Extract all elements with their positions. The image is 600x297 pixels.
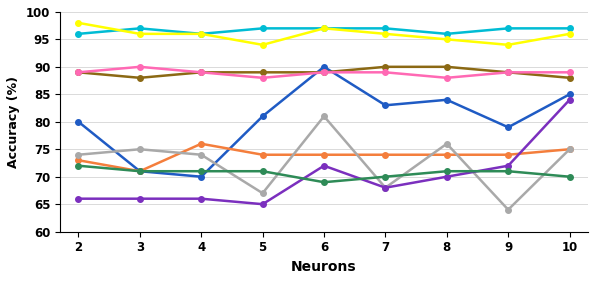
D6 [505,43,512,47]
D2 [136,169,143,173]
D6 [75,21,82,25]
D7 [197,71,205,74]
D8 [197,71,205,74]
D7 [566,76,573,80]
D7 [259,71,266,74]
D2 [566,148,573,151]
D1 [75,120,82,124]
D1 [505,125,512,129]
D6 [566,32,573,36]
D4 [136,197,143,200]
D1 [320,65,328,69]
D5 [382,27,389,30]
D6 [259,43,266,47]
D4 [259,203,266,206]
D7 [443,65,451,69]
D2 [382,153,389,157]
D9 [505,169,512,173]
D9 [197,169,205,173]
D9 [136,169,143,173]
D9 [382,175,389,178]
X-axis label: Neurons: Neurons [291,260,357,274]
D2 [197,142,205,146]
D4 [443,175,451,178]
D9 [443,169,451,173]
D6 [320,27,328,30]
D2 [443,153,451,157]
D4 [505,164,512,168]
D3 [75,153,82,157]
D7 [136,76,143,80]
D2 [259,153,266,157]
D5 [136,27,143,30]
Line: D8: D8 [76,64,572,80]
Line: D3: D3 [76,113,572,212]
D8 [505,71,512,74]
D3 [382,186,389,189]
Line: D9: D9 [76,163,572,185]
D3 [320,115,328,118]
D7 [75,71,82,74]
D8 [443,76,451,80]
D3 [136,148,143,151]
D6 [136,32,143,36]
D3 [259,192,266,195]
D4 [75,197,82,200]
D7 [382,65,389,69]
D1 [197,175,205,178]
D4 [320,164,328,168]
D2 [505,153,512,157]
D1 [136,169,143,173]
Line: D6: D6 [76,20,572,48]
D9 [75,164,82,168]
D9 [566,175,573,178]
Line: D4: D4 [76,97,572,207]
D5 [259,27,266,30]
D6 [197,32,205,36]
D5 [566,27,573,30]
D3 [566,148,573,151]
D3 [505,208,512,211]
D9 [320,180,328,184]
D2 [75,159,82,162]
D5 [443,32,451,36]
D1 [566,93,573,96]
D9 [259,169,266,173]
D8 [566,71,573,74]
D5 [75,32,82,36]
D8 [75,71,82,74]
D2 [320,153,328,157]
D4 [566,98,573,102]
Line: D5: D5 [76,26,572,37]
D3 [197,153,205,157]
Y-axis label: Accuracy (%): Accuracy (%) [7,76,20,168]
D5 [320,27,328,30]
D5 [505,27,512,30]
D4 [382,186,389,189]
D7 [320,71,328,74]
D6 [443,37,451,41]
D1 [259,115,266,118]
D7 [505,71,512,74]
D5 [197,32,205,36]
D3 [443,142,451,146]
D6 [382,32,389,36]
D4 [197,197,205,200]
D1 [382,104,389,107]
Line: D7: D7 [76,64,572,80]
D8 [136,65,143,69]
D8 [259,76,266,80]
D1 [443,98,451,102]
Line: D2: D2 [76,141,572,174]
Line: D1: D1 [76,64,572,179]
D8 [320,71,328,74]
D8 [382,71,389,74]
